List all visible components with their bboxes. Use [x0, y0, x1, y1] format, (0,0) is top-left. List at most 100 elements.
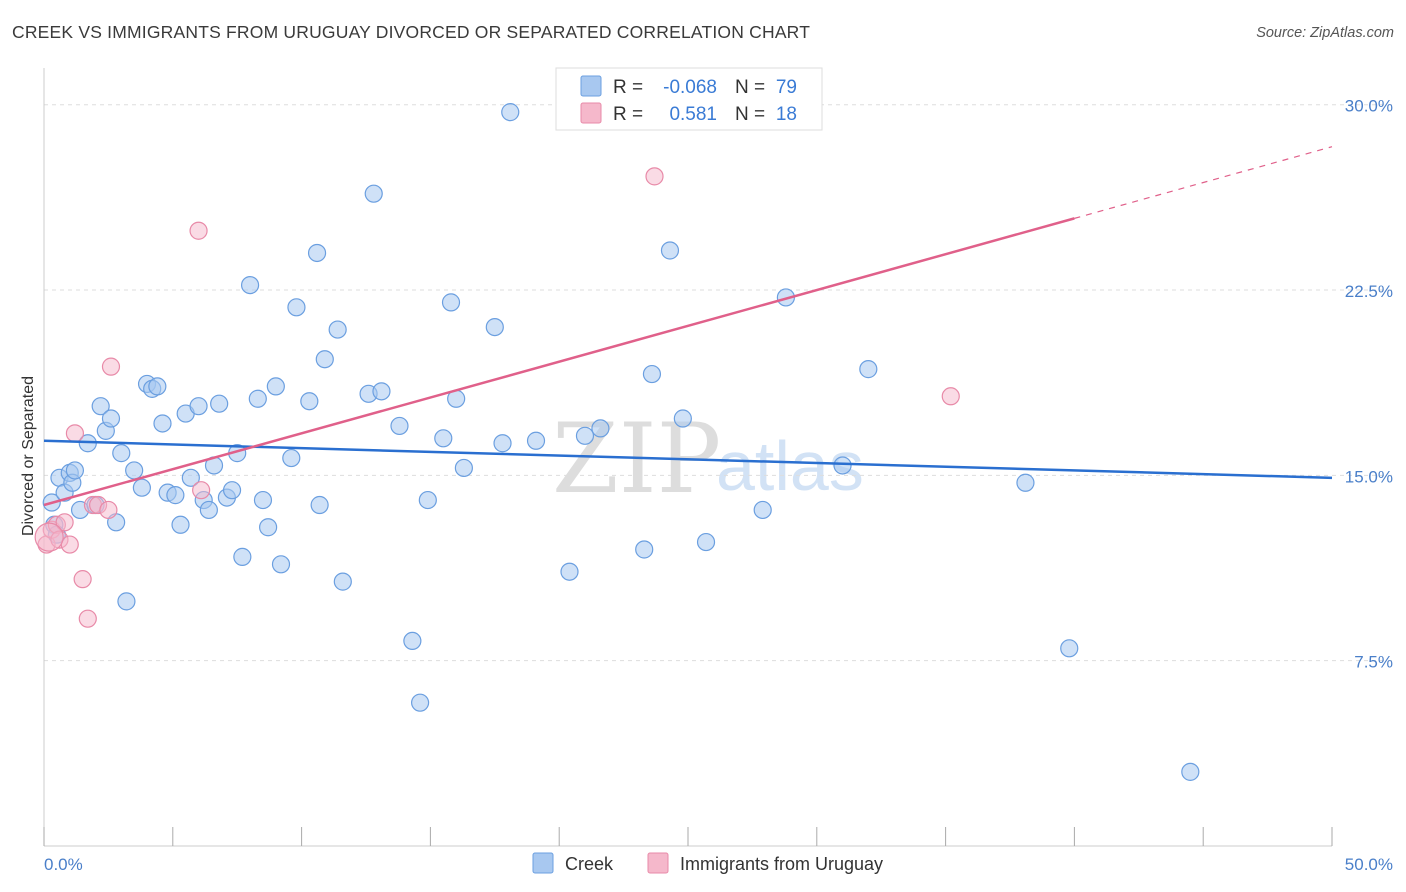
creek-point [696, 532, 716, 552]
creek-point [307, 243, 327, 263]
uruguay-point [60, 535, 79, 554]
y-tick-label: 22.5% [1345, 282, 1393, 301]
creek-point [372, 382, 391, 401]
uruguay-point [192, 481, 211, 500]
creek-point [171, 515, 190, 534]
legend: R = -0.068 N = 79 R = 0.581 N = 18 [555, 67, 823, 131]
creek-point [148, 377, 167, 396]
creek-point [1060, 639, 1079, 658]
creek-point [132, 478, 151, 497]
creek-point [833, 456, 852, 475]
creek-point [560, 562, 579, 581]
uruguay-trend-line [43, 217, 1075, 507]
creek-point [390, 416, 409, 436]
x-tick-label-min: 0.0% [44, 855, 83, 874]
creek-point [189, 397, 208, 416]
creek-point [248, 389, 267, 408]
creek-point [493, 434, 512, 453]
uruguay-point [78, 609, 97, 628]
x-tick-label-max: 50.0% [1345, 855, 1393, 874]
creek-point [441, 293, 461, 312]
creek-point [65, 461, 85, 480]
creek-point [410, 693, 430, 712]
creek-point [125, 461, 144, 480]
trend-lines [43, 146, 1333, 507]
creek-point [266, 377, 285, 396]
uruguay-point [941, 387, 960, 406]
y-tick-label: 15.0% [1345, 467, 1393, 486]
creek-point [333, 572, 352, 591]
creek-point [282, 448, 301, 468]
creek-point [635, 540, 654, 559]
gridlines [44, 104, 1393, 662]
bottom-legend-label-creek: Creek [565, 854, 614, 874]
creek-point [166, 486, 185, 505]
creek-point [117, 592, 136, 611]
creek-point [259, 518, 278, 537]
creek-point [526, 431, 546, 450]
creek-point [153, 414, 172, 433]
uruguay-point [55, 513, 74, 532]
legend-r-label-uruguay: R = [613, 104, 643, 125]
creek-point [253, 490, 273, 510]
creek-point [271, 555, 291, 574]
creek-point [859, 360, 878, 379]
legend-n-value-uruguay: 18 [776, 104, 797, 125]
creek-point [753, 500, 772, 520]
creek-point [210, 394, 229, 413]
creek-point [591, 419, 610, 438]
creek-point [91, 397, 110, 416]
creek-point [240, 275, 260, 295]
uruguay-point [645, 167, 664, 186]
uruguay-point [101, 357, 121, 376]
creek-point [418, 490, 437, 510]
creek-point [233, 547, 252, 566]
creek-point [403, 631, 422, 651]
creek-points [42, 103, 1200, 781]
creek-point [1181, 762, 1200, 781]
creek-point [660, 241, 680, 260]
creek-point [501, 103, 520, 122]
creek-point [199, 500, 218, 520]
creek-point [364, 184, 383, 203]
creek-point [328, 320, 347, 339]
source-credit: Source: ZipAtlas.com [1256, 25, 1394, 41]
creek-point [310, 495, 329, 515]
uruguay-point [34, 522, 64, 552]
creek-point [642, 364, 662, 384]
bottom-legend: Creek Immigrants from Uruguay [532, 852, 883, 874]
legend-r-label-creek: R = [613, 77, 643, 98]
chart-title: CREEK VS IMMIGRANTS FROM URUGUAY DIVORCE… [12, 22, 811, 42]
legend-r-value-uruguay: 0.581 [669, 104, 717, 125]
creek-point [673, 409, 692, 428]
creek-point [434, 429, 453, 448]
y-axis-label: Divorced or Separated [20, 376, 37, 536]
creek-point [181, 468, 200, 487]
creek-point [287, 298, 306, 317]
creek-point [315, 350, 334, 369]
uruguay-trend-extension [1074, 146, 1333, 219]
bottom-legend-label-uruguay: Immigrants from Uruguay [680, 854, 883, 874]
uruguay-point [65, 424, 85, 443]
legend-n-label-uruguay: N = [735, 104, 765, 125]
bottom-legend-swatch-uruguay [647, 852, 669, 874]
creek-point [222, 481, 242, 500]
creek-point [485, 317, 504, 337]
uruguay-point [99, 500, 118, 520]
creek-point [1016, 473, 1035, 492]
uruguay-points [34, 167, 960, 628]
legend-swatch-uruguay [580, 102, 602, 124]
y-tick-label: 7.5% [1354, 653, 1393, 672]
creek-trend-line [43, 439, 1333, 480]
uruguay-point [73, 570, 92, 589]
legend-swatch-creek [580, 75, 602, 97]
bottom-legend-swatch-creek [532, 852, 554, 874]
creek-point [454, 458, 473, 478]
y-tick-label: 30.0% [1345, 97, 1393, 116]
legend-n-label-creek: N = [735, 77, 765, 98]
legend-r-value-creek: -0.068 [663, 77, 717, 98]
creek-point [101, 409, 121, 428]
y-tick-labels: 7.5% 15.0% 22.5% 30.0% [1345, 97, 1393, 672]
x-ticks [43, 827, 1333, 846]
